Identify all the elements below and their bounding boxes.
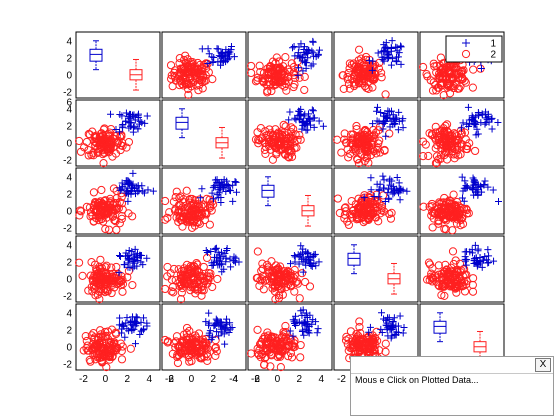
x-tick-label: 2	[125, 374, 131, 385]
panel-r2-c0	[76, 168, 160, 234]
x-tick-label: 0	[275, 374, 281, 385]
panel-r0-c0	[76, 32, 160, 98]
panel-r2-c4	[420, 168, 504, 234]
panel-r0-c3	[334, 32, 418, 98]
panel-r3-c3	[334, 236, 418, 302]
panel-r1-c1	[162, 100, 246, 166]
panel-frame	[162, 100, 246, 166]
popup-message: Mous e Click on Plotted Data...	[355, 375, 479, 385]
y-tick-label: 0	[66, 342, 72, 353]
y-tick-label: 0	[66, 274, 72, 285]
panel-r2-c3	[334, 168, 418, 234]
panel-frame	[334, 236, 418, 302]
panel-r1-c0	[75, 100, 160, 167]
x-tick-label: -2	[251, 374, 260, 385]
x-tick-label: -2	[165, 374, 174, 385]
panel-r1-c3	[333, 100, 418, 167]
panel-r1-c4	[419, 100, 504, 167]
panel-frame	[76, 32, 160, 98]
x-tick-label: -4	[229, 374, 238, 385]
legend-label: 2	[490, 50, 496, 61]
panel-r4-c1	[161, 304, 246, 370]
panel-frame	[248, 168, 332, 234]
panel-r0-c2	[247, 32, 332, 98]
panel-r0-c1	[162, 32, 246, 98]
popup-separator	[351, 373, 553, 374]
y-tick-label: -2	[63, 291, 72, 302]
panel-r4-c0	[76, 304, 160, 371]
y-tick-label: 2	[66, 121, 72, 132]
x-tick-label: -2	[79, 374, 88, 385]
y-tick-label: 2	[66, 257, 72, 268]
x-tick-label: -2	[337, 374, 346, 385]
panel-r3-c4	[420, 236, 504, 302]
y-tick-label: 2	[66, 325, 72, 336]
data-cursor-popup: X Mous e Click on Plotted Data...	[350, 356, 554, 416]
y-tick-label: -2	[63, 155, 72, 166]
legend-label: 1	[490, 39, 496, 50]
y-tick-label: 0	[66, 138, 72, 149]
y-tick-label: 4	[66, 104, 72, 115]
panel-r2-c2	[248, 168, 332, 234]
y-tick-label: 4	[66, 172, 72, 183]
x-tick-label: 2	[211, 374, 217, 385]
y-tick-label: 0	[66, 70, 72, 81]
x-tick-label: 2	[297, 374, 303, 385]
panel-r3-c1	[161, 236, 246, 303]
y-tick-label: -2	[63, 359, 72, 370]
x-tick-label: 4	[318, 374, 324, 385]
y-tick-label: 2	[66, 53, 72, 64]
legend: 12	[446, 36, 502, 62]
popup-close-button[interactable]: X	[535, 358, 551, 372]
panel-r3-c2	[248, 236, 332, 303]
y-tick-label: 2	[66, 189, 72, 200]
panel-r4-c2	[247, 304, 332, 371]
y-tick-label: 4	[66, 36, 72, 47]
y-tick-label: 4	[66, 240, 72, 251]
y-tick-label: -2	[63, 223, 72, 234]
y-tick-label: 0	[66, 206, 72, 217]
x-tick-label: 4	[146, 374, 152, 385]
panel-r1-c2	[248, 100, 332, 166]
x-tick-label: 0	[189, 374, 195, 385]
panel-r2-c1	[161, 168, 246, 234]
panel-r3-c0	[75, 236, 160, 303]
x-tick-label: 0	[103, 374, 109, 385]
y-tick-label: 4	[66, 308, 72, 319]
